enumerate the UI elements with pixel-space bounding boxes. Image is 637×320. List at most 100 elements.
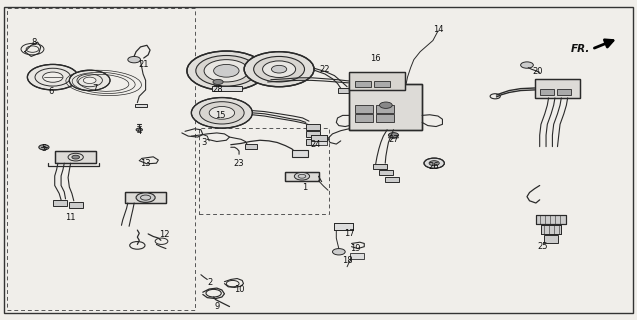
Bar — [55, 151, 96, 163]
Bar — [199, 128, 329, 214]
Text: 12: 12 — [159, 230, 170, 239]
Bar — [125, 192, 166, 203]
Text: 7: 7 — [92, 84, 97, 93]
Circle shape — [333, 249, 345, 255]
Bar — [376, 115, 394, 123]
Bar — [306, 131, 320, 137]
Text: 17: 17 — [344, 229, 354, 238]
Bar — [534, 79, 580, 98]
Circle shape — [128, 56, 141, 63]
Bar — [355, 81, 371, 87]
Bar — [557, 89, 571, 95]
Bar — [69, 202, 83, 208]
Bar — [125, 192, 166, 203]
Text: 28: 28 — [213, 85, 224, 94]
Circle shape — [191, 98, 252, 128]
Text: 9: 9 — [214, 302, 219, 311]
Text: 23: 23 — [234, 159, 245, 168]
Bar — [338, 88, 350, 93]
Text: 1: 1 — [302, 183, 307, 192]
Circle shape — [380, 102, 392, 108]
Bar — [375, 81, 390, 87]
Bar — [373, 164, 387, 169]
Circle shape — [271, 65, 287, 73]
Bar — [285, 172, 318, 181]
Circle shape — [136, 128, 143, 131]
Text: 20: 20 — [533, 67, 543, 76]
Circle shape — [213, 79, 223, 84]
Text: 26: 26 — [429, 162, 440, 171]
Circle shape — [43, 72, 63, 82]
Circle shape — [254, 56, 304, 82]
Bar — [534, 79, 580, 98]
Bar — [379, 170, 393, 175]
Bar — [349, 84, 422, 130]
Bar — [349, 84, 422, 130]
Circle shape — [39, 145, 49, 150]
Circle shape — [72, 155, 80, 159]
Text: 5: 5 — [41, 144, 47, 153]
Bar — [334, 223, 354, 230]
Bar — [349, 72, 405, 90]
Bar — [355, 105, 373, 113]
Circle shape — [244, 52, 314, 87]
Circle shape — [136, 193, 155, 202]
Text: 8: 8 — [31, 38, 36, 47]
Text: 25: 25 — [537, 242, 547, 251]
Circle shape — [262, 61, 296, 77]
Bar — [541, 225, 561, 234]
Bar — [536, 215, 566, 224]
Bar — [376, 105, 394, 113]
Text: 2: 2 — [208, 278, 213, 287]
Bar — [245, 144, 257, 149]
Circle shape — [429, 161, 440, 166]
Bar — [285, 172, 318, 181]
Bar — [306, 139, 317, 145]
Circle shape — [69, 70, 110, 91]
Text: 24: 24 — [310, 140, 320, 149]
Text: 11: 11 — [66, 213, 76, 222]
Circle shape — [187, 51, 266, 91]
Circle shape — [213, 64, 239, 77]
Bar — [311, 134, 327, 141]
Circle shape — [204, 60, 248, 82]
Bar — [536, 215, 566, 224]
Text: 6: 6 — [49, 87, 54, 96]
Circle shape — [209, 107, 234, 119]
Bar — [292, 150, 308, 157]
Bar — [355, 115, 373, 123]
Text: 10: 10 — [234, 285, 245, 294]
Bar — [544, 235, 558, 244]
Bar — [306, 124, 320, 130]
Circle shape — [520, 62, 533, 68]
Bar — [211, 86, 242, 91]
Text: 4: 4 — [136, 127, 142, 136]
Bar — [54, 200, 68, 206]
Bar — [541, 225, 561, 234]
Bar — [311, 134, 327, 141]
Text: 13: 13 — [140, 159, 151, 168]
Text: 16: 16 — [370, 53, 381, 62]
Text: FR.: FR. — [571, 44, 590, 54]
Bar — [350, 253, 364, 259]
Circle shape — [389, 132, 399, 138]
Bar — [385, 177, 399, 182]
Text: 14: 14 — [433, 25, 443, 34]
Circle shape — [424, 158, 445, 168]
Bar — [55, 151, 96, 163]
Bar — [7, 8, 194, 310]
Circle shape — [294, 172, 310, 180]
Text: 15: 15 — [215, 111, 225, 120]
Text: 22: 22 — [320, 65, 330, 74]
Text: 27: 27 — [388, 135, 399, 144]
Circle shape — [83, 77, 96, 84]
Text: 21: 21 — [138, 60, 149, 69]
Bar — [334, 223, 354, 230]
Text: 19: 19 — [350, 244, 361, 253]
Bar — [540, 89, 554, 95]
Bar — [349, 72, 405, 90]
Circle shape — [27, 64, 78, 90]
Text: 3: 3 — [201, 138, 207, 147]
Bar — [311, 141, 327, 145]
Circle shape — [196, 55, 257, 86]
